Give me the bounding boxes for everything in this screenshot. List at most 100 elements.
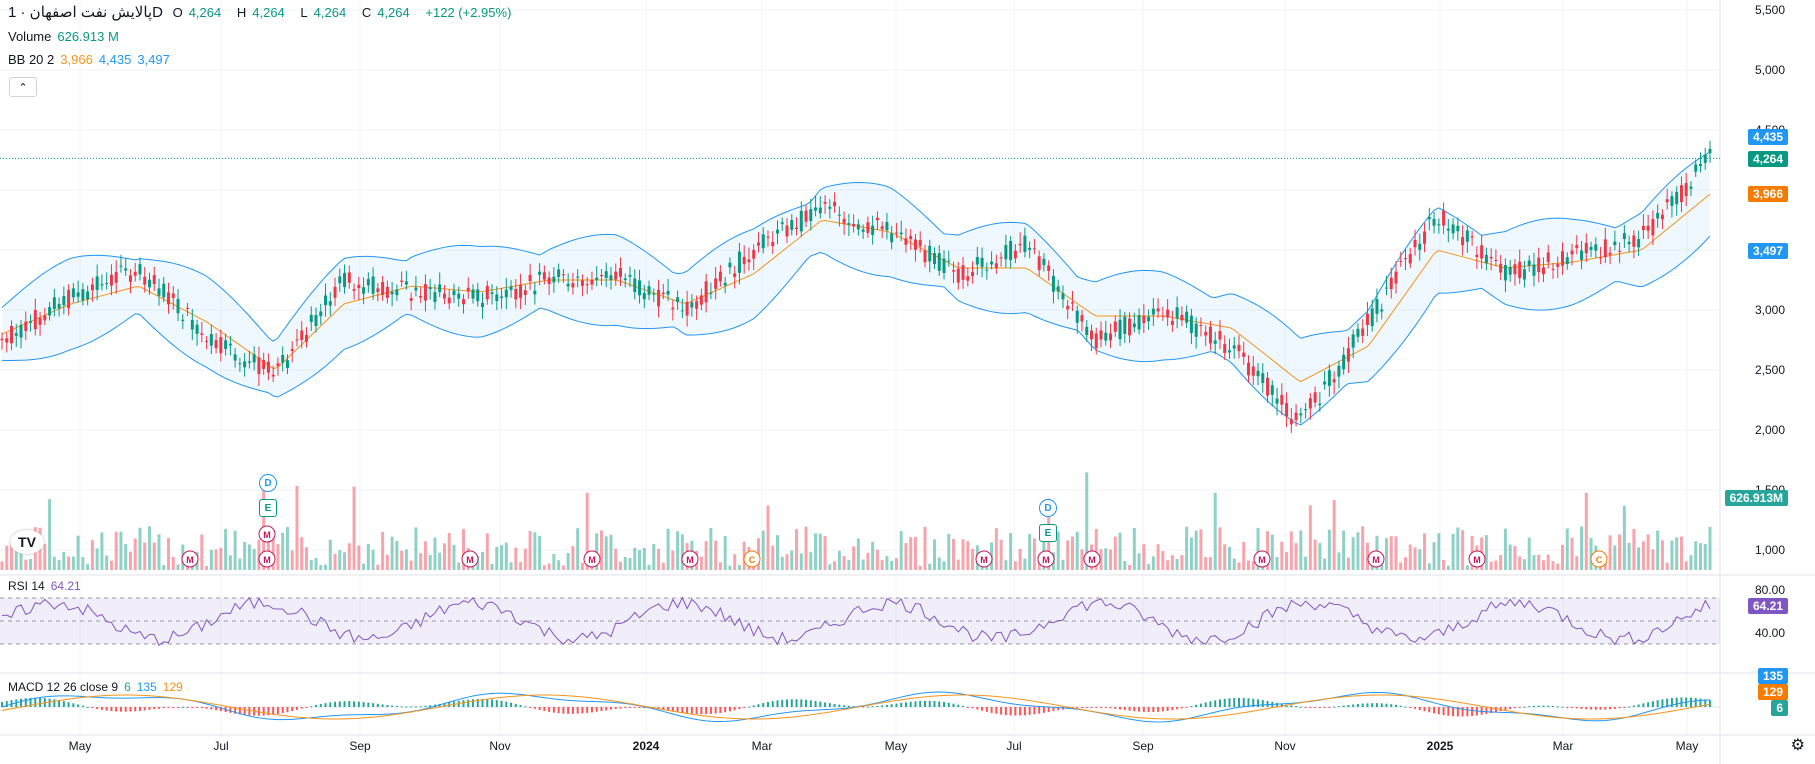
- macd-histogram-bar: [1161, 707, 1164, 712]
- volume-bar: [913, 536, 917, 570]
- candle-body: [1394, 271, 1398, 284]
- candle-body: [1142, 316, 1146, 324]
- candle-body: [1618, 250, 1622, 252]
- volume-bar: [447, 532, 451, 570]
- macd-histogram-bar: [1380, 703, 1383, 707]
- candle-body: [1199, 324, 1203, 326]
- macd-histogram-bar: [1585, 707, 1588, 710]
- volume-bar: [138, 527, 142, 570]
- macd-histogram-bar: [1085, 707, 1088, 708]
- volume-bar: [300, 537, 304, 570]
- macd-histogram-bar: [319, 704, 322, 707]
- volume-legend[interactable]: Volume 626.913 M: [8, 29, 119, 44]
- macd-histogram-bar: [443, 703, 446, 707]
- macd-histogram-bar: [633, 707, 636, 708]
- candle-body: [338, 276, 342, 284]
- candle-body: [395, 289, 399, 296]
- time-axis-label: May: [1675, 739, 1699, 753]
- volume-bar: [295, 485, 299, 570]
- dividend-marker[interactable]: D: [259, 474, 277, 492]
- candle-body: [880, 226, 884, 230]
- volume-bar: [795, 529, 799, 570]
- volume-bar: [1389, 536, 1393, 570]
- collapse-legend-button[interactable]: ⌃: [9, 77, 37, 97]
- volume-bar: [1099, 549, 1103, 570]
- volume-bar: [43, 543, 47, 570]
- volume-bar: [504, 542, 508, 570]
- macd-histogram-bar: [600, 707, 603, 712]
- volume-bar: [1066, 540, 1070, 570]
- candle-body: [1437, 224, 1441, 226]
- candle-body: [1056, 286, 1060, 292]
- candle-body: [1375, 299, 1379, 314]
- earnings-marker[interactable]: E: [1039, 524, 1057, 542]
- volume-bar: [1056, 531, 1060, 570]
- candle-body: [309, 314, 313, 323]
- macd-histogram-bar: [310, 706, 313, 708]
- volume-bar: [847, 560, 851, 570]
- macd-histogram-bar: [295, 707, 298, 710]
- candle-body: [1484, 254, 1488, 264]
- macd-histogram-bar: [771, 701, 774, 707]
- macd-histogram-bar: [909, 701, 912, 707]
- volume-bar: [1161, 551, 1165, 570]
- symbol-title[interactable]: پالایش نفت اصفهان · 1D: [8, 4, 163, 21]
- dividend-marker[interactable]: D: [1039, 499, 1057, 517]
- macd-histogram-bar: [129, 707, 132, 712]
- volume-bar: [419, 553, 423, 570]
- candle-body: [1013, 250, 1017, 259]
- macd-histogram-bar: [1247, 698, 1250, 707]
- macd-histogram-bar: [609, 707, 612, 710]
- volume-bar: [95, 548, 99, 570]
- earnings-marker[interactable]: E: [259, 499, 277, 517]
- candle-body: [604, 271, 608, 279]
- macd-legend[interactable]: MACD 12 26 close 9 6 135 129: [8, 680, 183, 694]
- candle-body: [856, 224, 860, 230]
- candle-body: [1247, 362, 1251, 376]
- volume-bar: [1556, 563, 1560, 570]
- volume-bar: [1532, 555, 1536, 570]
- candle-body: [452, 290, 456, 296]
- candle-body: [523, 290, 527, 296]
- macd-histogram-bar: [1033, 707, 1036, 715]
- macd-histogram-bar: [1428, 707, 1431, 713]
- macd-histogram-bar: [148, 707, 151, 710]
- volume-bar: [262, 478, 266, 570]
- volume-bar: [428, 554, 432, 570]
- candle-body: [1475, 254, 1479, 257]
- candle-body: [133, 271, 137, 276]
- rsi-legend[interactable]: RSI 14 64.21: [8, 579, 81, 593]
- candle-body: [990, 261, 994, 265]
- macd-histogram-bar: [904, 702, 907, 707]
- volume-bar: [1032, 538, 1036, 570]
- volume-bar: [1646, 534, 1650, 570]
- bb-legend[interactable]: BB 20 2 3,966 4,435 3,497: [8, 52, 170, 67]
- candle-body: [43, 315, 47, 321]
- macd-histogram-bar: [1571, 707, 1574, 708]
- macd-histogram-bar: [486, 699, 489, 707]
- candle-body: [481, 302, 485, 308]
- macd-histogram-bar: [472, 699, 475, 707]
- bb-upper-line: [1, 151, 1711, 342]
- candle-body: [262, 360, 266, 369]
- macd-histogram-bar: [1237, 697, 1240, 707]
- candle-body: [818, 207, 822, 214]
- candle-body: [428, 287, 432, 290]
- candle-body: [790, 220, 794, 230]
- tradingview-logo[interactable]: TV: [10, 530, 44, 554]
- candle-body: [219, 337, 223, 354]
- volume-bar: [1313, 539, 1317, 570]
- candle-body: [847, 223, 851, 225]
- macd-histogram-bar: [338, 701, 341, 707]
- candle-body: [1109, 333, 1113, 341]
- volume-bar: [804, 526, 808, 570]
- volume-bar: [585, 492, 589, 570]
- macd-histogram-bar: [400, 706, 403, 708]
- candle-body: [1147, 316, 1151, 322]
- candle-body: [1156, 308, 1160, 312]
- settings-gear-icon[interactable]: ⚙: [1790, 737, 1805, 754]
- macd-histogram-bar: [1356, 703, 1359, 707]
- volume-bar: [514, 547, 518, 570]
- volume-bar: [1194, 530, 1198, 570]
